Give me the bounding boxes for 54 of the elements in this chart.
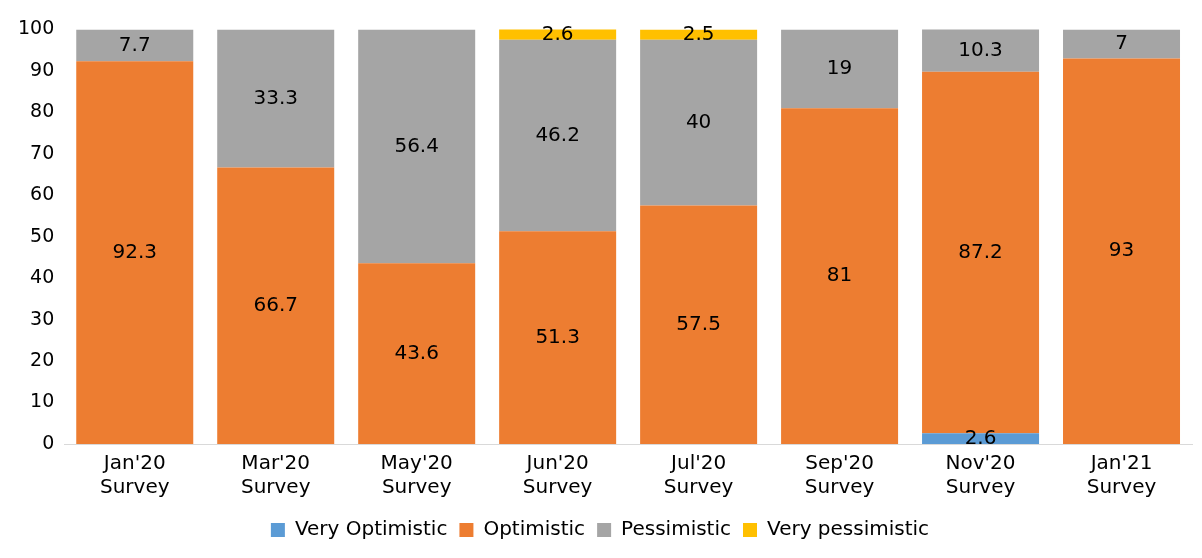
legend-label: Very pessimistic xyxy=(767,516,930,541)
data-label: 7.7 xyxy=(118,31,151,56)
data-label: 66.7 xyxy=(253,291,298,316)
x-tick-label: Jul'20 Survey xyxy=(663,450,734,499)
y-tick-label: 10 xyxy=(30,389,55,412)
legend-label: Pessimistic xyxy=(621,516,732,541)
legend-label: Optimistic xyxy=(483,516,586,541)
bar xyxy=(922,29,1040,72)
data-label: 33.3 xyxy=(253,84,298,109)
data-label: 81 xyxy=(826,262,853,287)
bar xyxy=(358,263,476,444)
bar xyxy=(1063,58,1181,444)
bar xyxy=(217,167,335,444)
data-label: 46.2 xyxy=(535,121,580,146)
y-tick-label: 100 xyxy=(18,16,55,39)
x-tick-label: Jun'20 Survey xyxy=(522,450,593,499)
y-tick-label: 40 xyxy=(30,265,55,288)
data-label: 92.3 xyxy=(112,238,158,263)
bar xyxy=(499,39,617,232)
data-label: 7 xyxy=(1115,30,1128,55)
bar xyxy=(76,61,194,444)
y-tick-label: 30 xyxy=(30,306,55,329)
x-tick-label: Mar'20 Survey xyxy=(240,450,311,499)
x-tick-label: Jan'21 Survey xyxy=(1086,450,1157,499)
data-label: 56.4 xyxy=(394,132,439,157)
y-tick-label: 60 xyxy=(30,182,55,205)
x-tick-label: Jan'20 Survey xyxy=(99,450,170,499)
x-tick-label: Nov'20 Survey xyxy=(945,450,1016,499)
data-label: 87.2 xyxy=(958,238,1003,263)
y-tick-label: 90 xyxy=(30,57,55,80)
y-tick-label: 70 xyxy=(30,140,55,163)
bar xyxy=(640,39,758,206)
bar xyxy=(1063,29,1181,59)
data-label: 10.3 xyxy=(958,36,1003,61)
data-label: 93 xyxy=(1108,237,1135,262)
y-tick-label: 50 xyxy=(30,223,55,246)
x-tick-label: Sep'20 Survey xyxy=(804,450,875,499)
bar xyxy=(640,205,758,444)
bar xyxy=(781,29,899,109)
y-tick-label: 20 xyxy=(30,348,55,371)
bar xyxy=(76,29,194,62)
bar xyxy=(217,29,335,168)
data-label: 51.3 xyxy=(535,323,580,348)
y-tick-label: 0 xyxy=(42,430,55,453)
data-label: 57.5 xyxy=(676,311,721,336)
y-tick-label: 80 xyxy=(30,99,55,122)
data-label: 40 xyxy=(685,108,712,133)
data-label: 19 xyxy=(826,54,853,79)
bar xyxy=(358,29,476,264)
x-tick-label: May'20 Survey xyxy=(380,450,453,499)
legend-label: Very Optimistic xyxy=(294,516,448,541)
data-label: 43.6 xyxy=(394,339,439,364)
bar xyxy=(781,108,899,444)
bar xyxy=(499,231,617,444)
